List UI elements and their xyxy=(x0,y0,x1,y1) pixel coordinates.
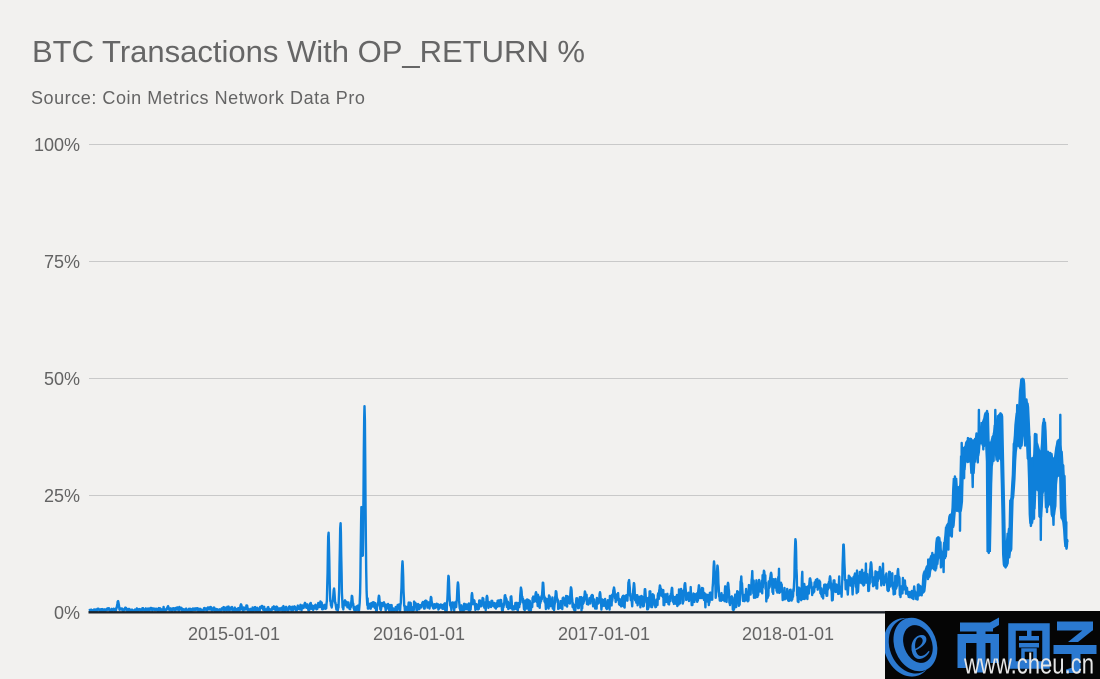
svg-text:www.cheu.cn: www.cheu.cn xyxy=(963,649,1094,679)
